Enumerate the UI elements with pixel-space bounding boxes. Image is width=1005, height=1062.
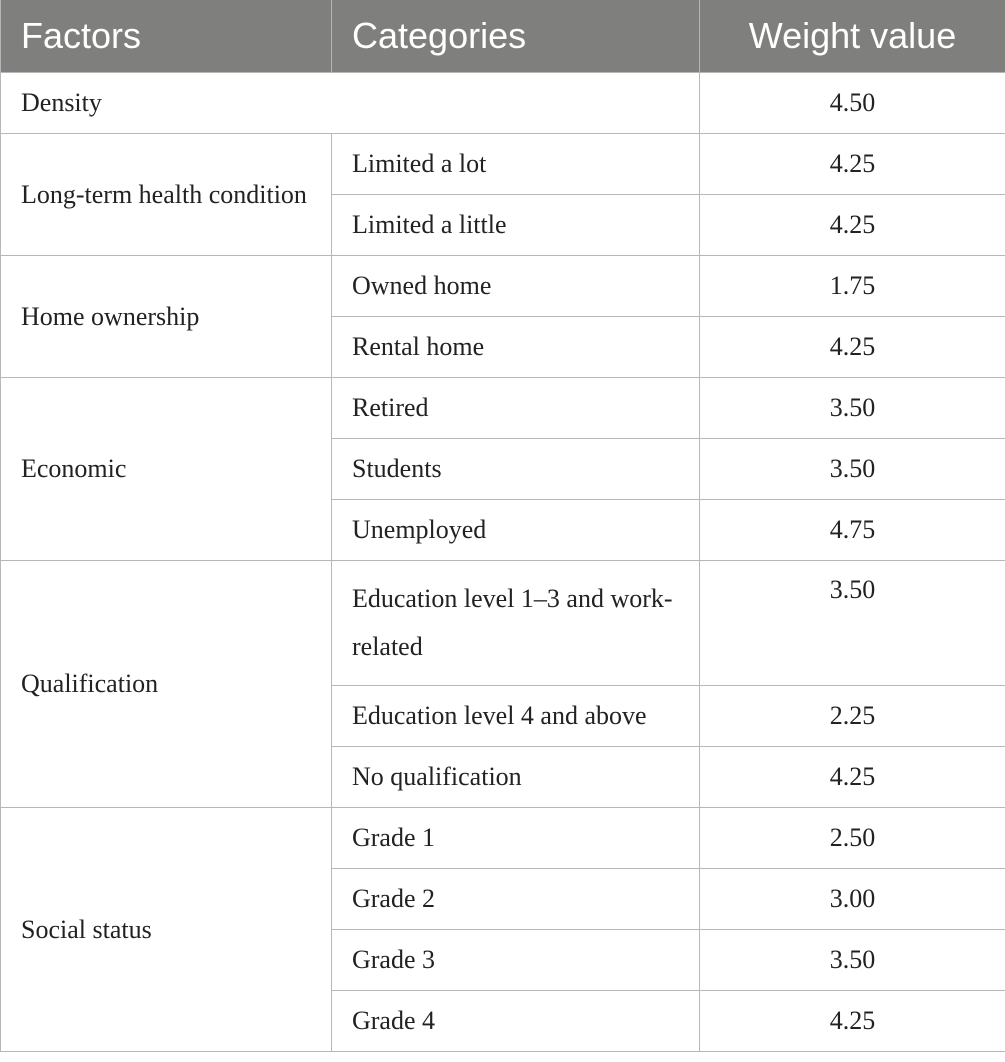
factor-cell: Social status (0, 807, 332, 1052)
table-row: Grade 3 3.50 (1, 929, 1005, 991)
weight-cell: 3.50 (699, 560, 1005, 686)
table-row: Grade 4 4.25 (1, 990, 1005, 1052)
table-row: Social status Grade 1 2.50 (0, 807, 1005, 1052)
factor-cell: Density (0, 72, 700, 134)
category-cell: Grade 3 (331, 929, 700, 991)
table-row: No qualification 4.25 (1, 746, 1005, 808)
weight-cell: 4.75 (699, 499, 1005, 561)
weight-cell: 3.50 (699, 438, 1005, 500)
factor-cell: Long-term health condition (0, 133, 332, 256)
table-row: Density 4.50 (0, 72, 1005, 134)
category-cell: Limited a little (331, 194, 700, 256)
table-row: Qualification Education level 1–3 and wo… (0, 560, 1005, 808)
category-cell: Retired (331, 377, 700, 439)
weight-cell: 2.50 (699, 807, 1005, 869)
category-cell: Grade 2 (331, 868, 700, 930)
category-cell: No qualification (331, 746, 700, 808)
category-cell: Education level 4 and above (331, 685, 700, 747)
header-categories: Categories (331, 0, 700, 73)
weight-cell: 4.25 (699, 316, 1005, 378)
weight-cell: 3.50 (699, 377, 1005, 439)
header-factors: Factors (0, 0, 332, 73)
category-cell: Unemployed (331, 499, 700, 561)
weight-cell: 4.25 (699, 990, 1005, 1052)
category-cell: Rental home (331, 316, 700, 378)
weight-cell: 4.25 (699, 194, 1005, 256)
category-cell: Owned home (331, 255, 700, 317)
table-row: Economic Retired 3.50 (0, 377, 1005, 561)
category-cell: Education level 1–3 and work-related (331, 560, 700, 686)
weight-cell: 1.75 (699, 255, 1005, 317)
weight-cell: 3.50 (699, 929, 1005, 991)
factor-cell: Qualification (0, 560, 332, 808)
table-body: Density 4.50 Long-term health condition … (0, 72, 1005, 1052)
header-weight-value: Weight value (699, 0, 1005, 73)
table-row: Long-term health condition Limited a lot… (0, 133, 1005, 256)
table-header: Factors Categories Weight value (0, 0, 1005, 73)
table-row: Home ownership Owned home 1.75 (0, 255, 1005, 378)
category-cell: Grade 1 (331, 807, 700, 869)
weight-cell: 4.50 (699, 72, 1005, 134)
weight-cell: 4.25 (699, 746, 1005, 808)
factor-cell: Economic (0, 377, 332, 561)
category-cell: Students (331, 438, 700, 500)
category-cell: Grade 4 (331, 990, 700, 1052)
table-row: Education level 4 and above 2.25 (1, 685, 1005, 747)
table-row: Limited a little 4.25 (1, 194, 1005, 256)
weight-cell: 4.25 (699, 133, 1005, 195)
weight-cell: 3.00 (699, 868, 1005, 930)
header-row: Factors Categories Weight value (0, 0, 1005, 73)
category-cell: Limited a lot (331, 133, 700, 195)
table-row: Grade 2 3.00 (1, 868, 1005, 930)
weight-cell: 2.25 (699, 685, 1005, 747)
factor-cell: Home ownership (0, 255, 332, 378)
